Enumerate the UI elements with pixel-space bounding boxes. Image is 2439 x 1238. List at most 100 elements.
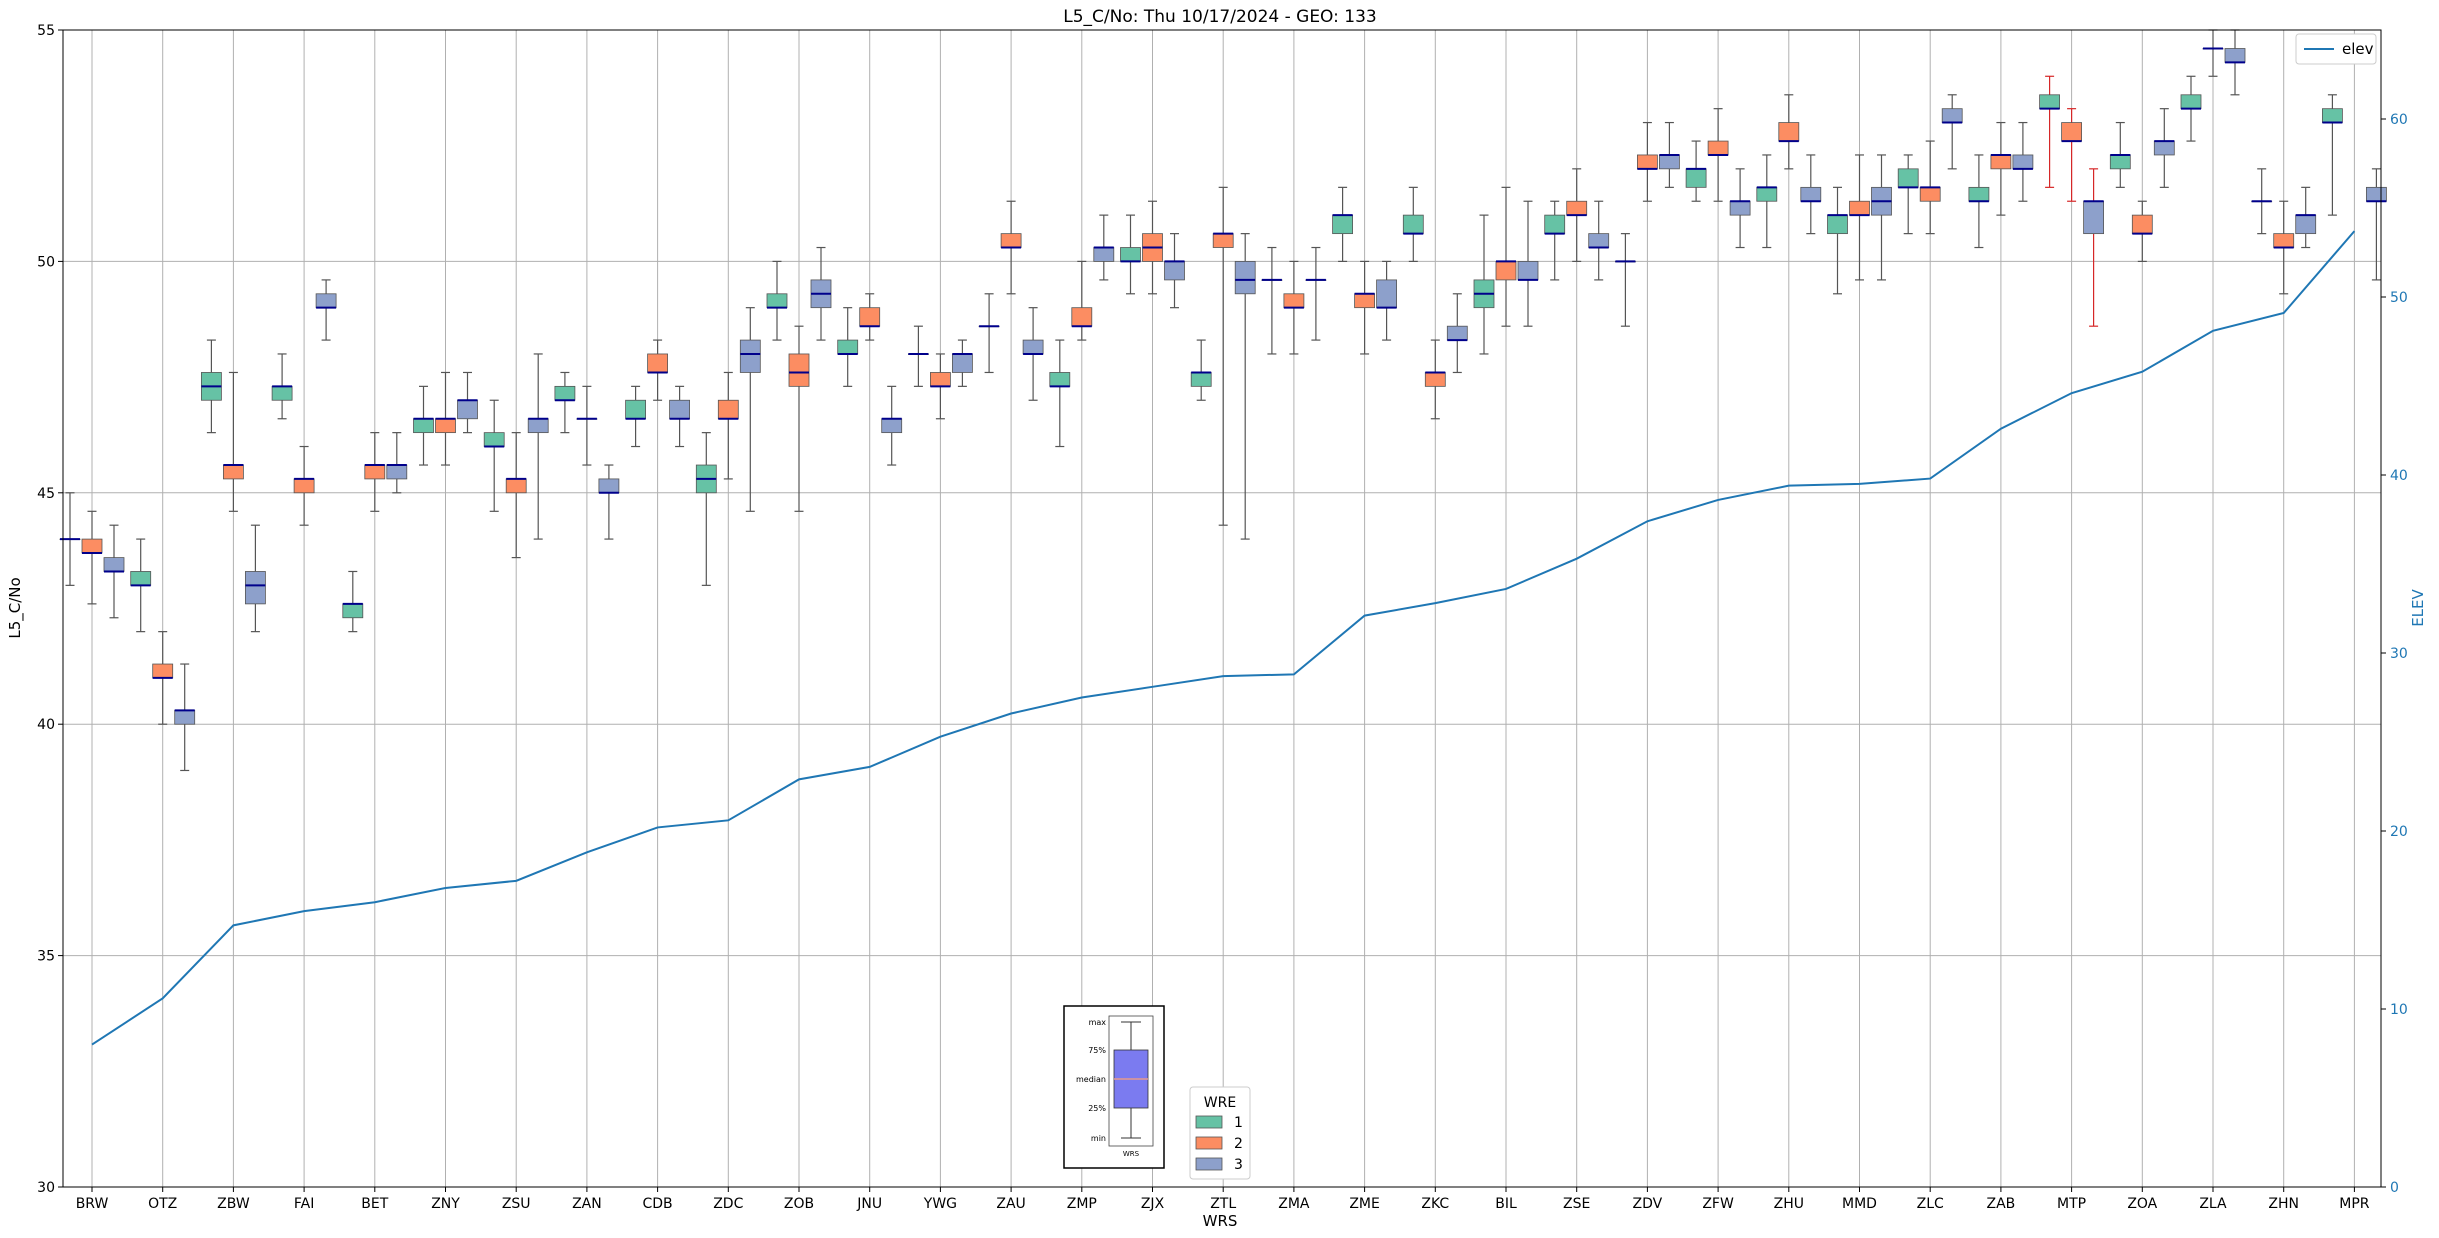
- box-zbw-wre2: [222, 371, 244, 512]
- box-iqr: [647, 353, 668, 373]
- box-iqr: [1446, 325, 1468, 341]
- box-zan-wre2: [576, 385, 598, 466]
- box-iqr: [1800, 186, 1822, 202]
- box-mpr-wre1: [2321, 94, 2343, 216]
- box-zab-wre3: [2012, 121, 2034, 202]
- x-tick-label: ZDC: [713, 1196, 743, 1212]
- x-tick-label: ZMA: [1278, 1196, 1310, 1212]
- box-zla-wre3: [2224, 29, 2246, 96]
- x-tick-label: ZHN: [2268, 1196, 2299, 1212]
- box-iqr: [1968, 186, 1990, 202]
- x-axis-label: WRS: [1203, 1212, 1238, 1230]
- box-jnu-wre1: [837, 307, 859, 387]
- box-zma-wre1: [1261, 246, 1283, 355]
- elev-line: [91, 230, 2356, 1046]
- box-iqr: [2012, 154, 2034, 170]
- x-tick-label: BET: [361, 1196, 388, 1212]
- x-tick-label: ZHU: [1774, 1196, 1804, 1212]
- box-iqr: [1729, 200, 1751, 216]
- box-iqr: [505, 478, 527, 494]
- x-tick-label: ZSU: [502, 1196, 531, 1212]
- x-tick-label: ZAN: [572, 1196, 602, 1212]
- box-bet-wre1: [342, 570, 364, 633]
- wre-legend-swatch-3: [1195, 1157, 1223, 1171]
- box-iqr: [2180, 94, 2202, 110]
- elev-legend-box: [2295, 33, 2377, 65]
- elev-legend-label: elev: [2342, 40, 2374, 58]
- box-iqr: [2224, 48, 2246, 63]
- x-tick-label: ZLA: [2199, 1196, 2227, 1212]
- y2-tick-label: 0: [2390, 1180, 2399, 1196]
- box-zdc-wre3: [739, 307, 761, 512]
- box-iqr: [457, 399, 478, 420]
- box-iqr: [1234, 260, 1256, 295]
- box-zhn-wre2: [2273, 200, 2295, 295]
- y2-tick-label: 10: [2390, 1002, 2408, 1018]
- x-tick-label: ZMP: [1067, 1196, 1097, 1212]
- box-iqr: [1190, 372, 1212, 387]
- box-iqr: [930, 372, 951, 387]
- box-iqr: [386, 464, 408, 480]
- x-tick-label: ZOB: [784, 1196, 814, 1212]
- box-cdb-wre3: [669, 385, 690, 448]
- box-cdb-wre1: [625, 385, 646, 448]
- box-iqr: [2131, 214, 2153, 235]
- box-iqr: [342, 603, 364, 619]
- box-ztl-wre2: [1212, 186, 1234, 526]
- y2-tick-label: 50: [2390, 290, 2408, 306]
- box-iqr: [2061, 122, 2083, 142]
- box-iqr: [1424, 372, 1446, 387]
- box-zfw-wre3: [1729, 168, 1751, 249]
- box-zdv-wre3: [1659, 121, 1680, 188]
- box-zmp-wre1: [1049, 339, 1071, 448]
- y-tick-label: 55: [37, 23, 55, 39]
- box-zdc-wre1: [695, 432, 717, 586]
- box-otz-wre2: [152, 631, 174, 725]
- box-iqr: [1919, 186, 1941, 202]
- box-zma-wre2: [1283, 260, 1305, 355]
- box-fai-wre2: [293, 445, 315, 526]
- box-iqr: [1941, 108, 1963, 123]
- box-zma-wre3: [1305, 246, 1327, 341]
- box-mmd-wre3: [1871, 154, 1892, 281]
- box-zse-wre3: [1588, 200, 1610, 281]
- box-zab-wre1: [1968, 154, 1990, 249]
- box-brw-wre3: [103, 524, 125, 619]
- box-bil-wre3: [1517, 200, 1539, 327]
- box-iqr: [81, 538, 103, 554]
- x-tick-label: ZJX: [1141, 1196, 1165, 1212]
- box-iqr: [2083, 200, 2105, 235]
- box-iqr: [669, 399, 690, 420]
- box-zhu-wre1: [1756, 154, 1778, 249]
- box-jnu-wre3: [881, 385, 903, 466]
- box-iqr: [1544, 214, 1566, 235]
- box-plots: [59, 29, 2387, 772]
- y2-tick-label: 20: [2390, 824, 2408, 840]
- x-tick-label: ZNY: [431, 1196, 460, 1212]
- box-zoa-wre1: [2109, 121, 2131, 188]
- box-zab-wre2: [1990, 121, 2012, 216]
- box-key-label-min: min: [1091, 1134, 1106, 1143]
- box-zan-wre3: [598, 464, 620, 540]
- x-tick-label: ZAB: [1987, 1196, 2016, 1212]
- box-iqr: [766, 293, 788, 309]
- box-iqr: [222, 464, 244, 480]
- box-iqr: [413, 418, 434, 434]
- box-iqr: [1000, 233, 1022, 248]
- box-iqr: [1120, 247, 1141, 262]
- box-cdb-wre2: [647, 339, 668, 401]
- box-zsu-wre2: [505, 432, 527, 559]
- box-fai-wre1: [271, 353, 293, 420]
- box-key-caption: WRS: [1123, 1150, 1140, 1158]
- box-zlc-wre2: [1919, 140, 1941, 235]
- box-zbw-wre1: [200, 339, 222, 434]
- box-zoa-wre2: [2131, 200, 2153, 262]
- box-zhu-wre3: [1800, 154, 1822, 235]
- box-iqr: [293, 478, 315, 494]
- x-tick-label: BIL: [1495, 1196, 1517, 1212]
- box-zme-wre3: [1376, 260, 1397, 341]
- x-tick-label: ZFW: [1702, 1196, 1734, 1212]
- box-iqr: [598, 478, 620, 494]
- box-iqr: [483, 432, 505, 447]
